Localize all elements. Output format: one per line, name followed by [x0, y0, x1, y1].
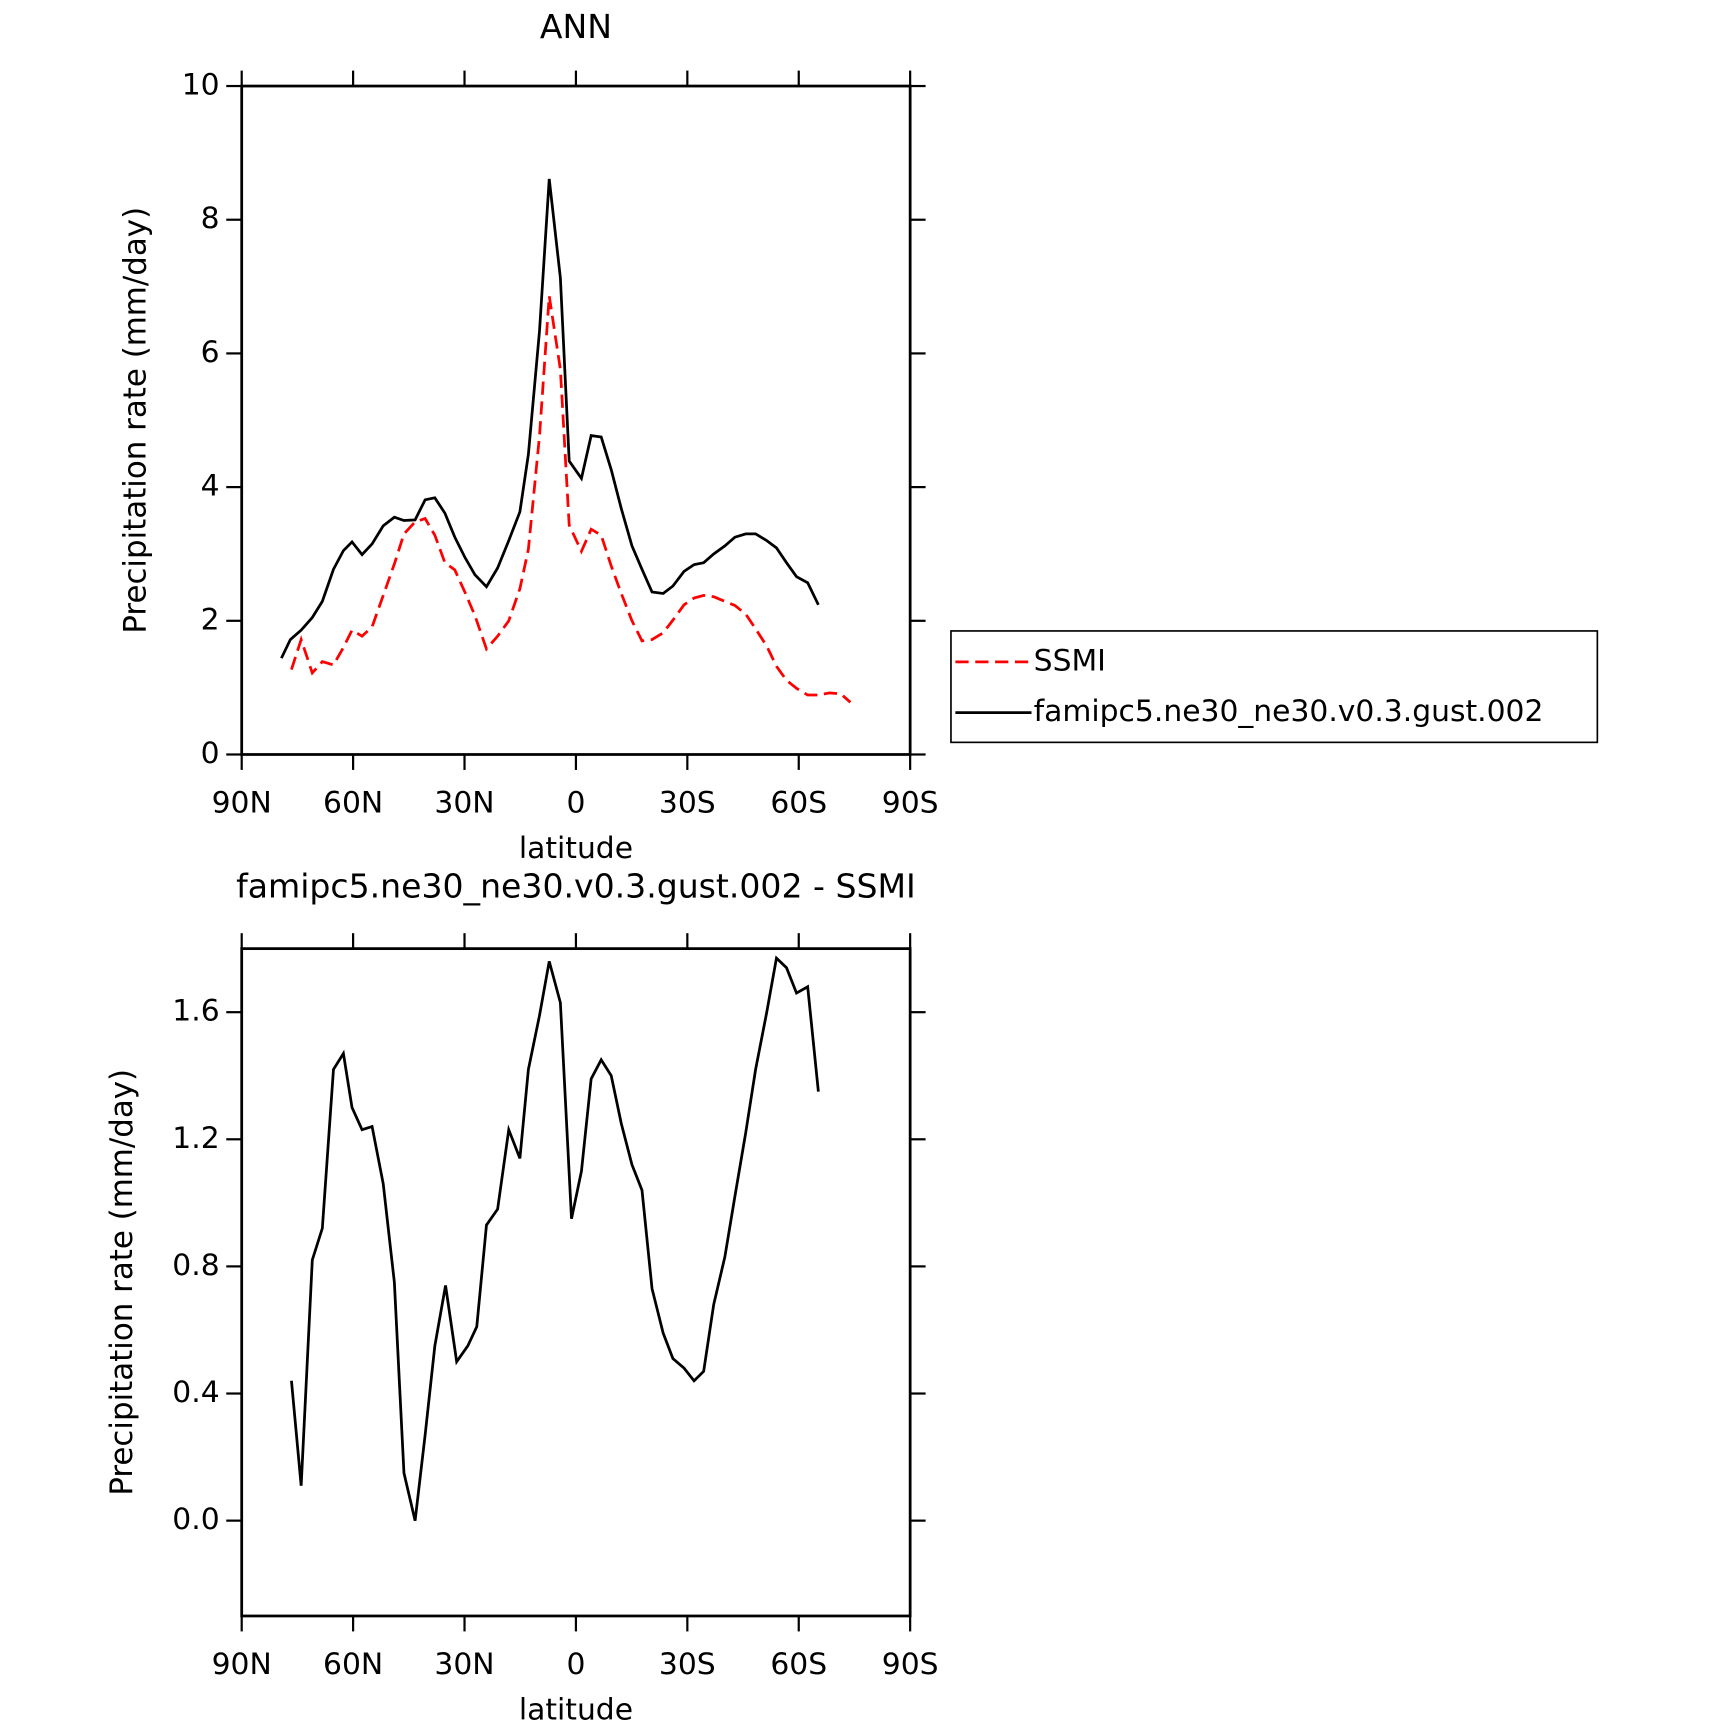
y-tick-label: 2	[201, 602, 220, 637]
y-tick-label: 4	[201, 469, 220, 504]
y-tick-label: 6	[201, 335, 220, 370]
data-line	[280, 178, 820, 659]
x-tick-label: 60S	[770, 1647, 827, 1682]
x-tick-label: 90N	[212, 786, 272, 821]
x-tick-label: 60N	[323, 1647, 383, 1682]
y-axis-label: Precipitation rate (mm/day)	[117, 207, 153, 634]
x-tick-label: 30N	[434, 786, 494, 821]
x-tick-label: 60S	[770, 786, 827, 821]
legend-label: famipc5.ne30_ne30.v0.3.gust.002	[1034, 694, 1544, 729]
y-tick-label: 0.8	[172, 1248, 219, 1283]
y-tick-label: 1.6	[172, 994, 219, 1029]
y-tick-label: 10	[182, 68, 220, 103]
x-tick-label: 0	[566, 786, 585, 821]
y-axis-label: Precipitation rate (mm/day)	[104, 1069, 140, 1496]
chart-title: famipc5.ne30_ne30.v0.3.gust.002 - SSMI	[236, 866, 916, 905]
data-line	[290, 955, 820, 1521]
x-tick-label: 60N	[323, 786, 383, 821]
x-tick-label: 30S	[659, 1647, 716, 1682]
legend-label: SSMI	[1034, 643, 1106, 678]
data-line	[290, 295, 852, 704]
y-tick-label: 1.2	[172, 1121, 219, 1156]
x-tick-label: 90S	[882, 1647, 939, 1682]
chart-title: ANN	[540, 7, 612, 46]
y-tick-label: 0.0	[172, 1502, 219, 1537]
x-tick-label: 30S	[659, 786, 716, 821]
x-tick-label: 30N	[434, 1647, 494, 1682]
y-tick-label: 0	[201, 736, 220, 771]
y-tick-label: 8	[201, 201, 220, 236]
x-axis-label: latitude	[519, 1692, 633, 1727]
x-tick-label: 0	[566, 1647, 585, 1682]
y-tick-label: 0.4	[172, 1375, 219, 1410]
x-tick-label: 90N	[212, 1647, 272, 1682]
x-tick-label: 90S	[882, 786, 939, 821]
legend-box	[950, 630, 1599, 744]
x-axis-label: latitude	[519, 831, 633, 866]
